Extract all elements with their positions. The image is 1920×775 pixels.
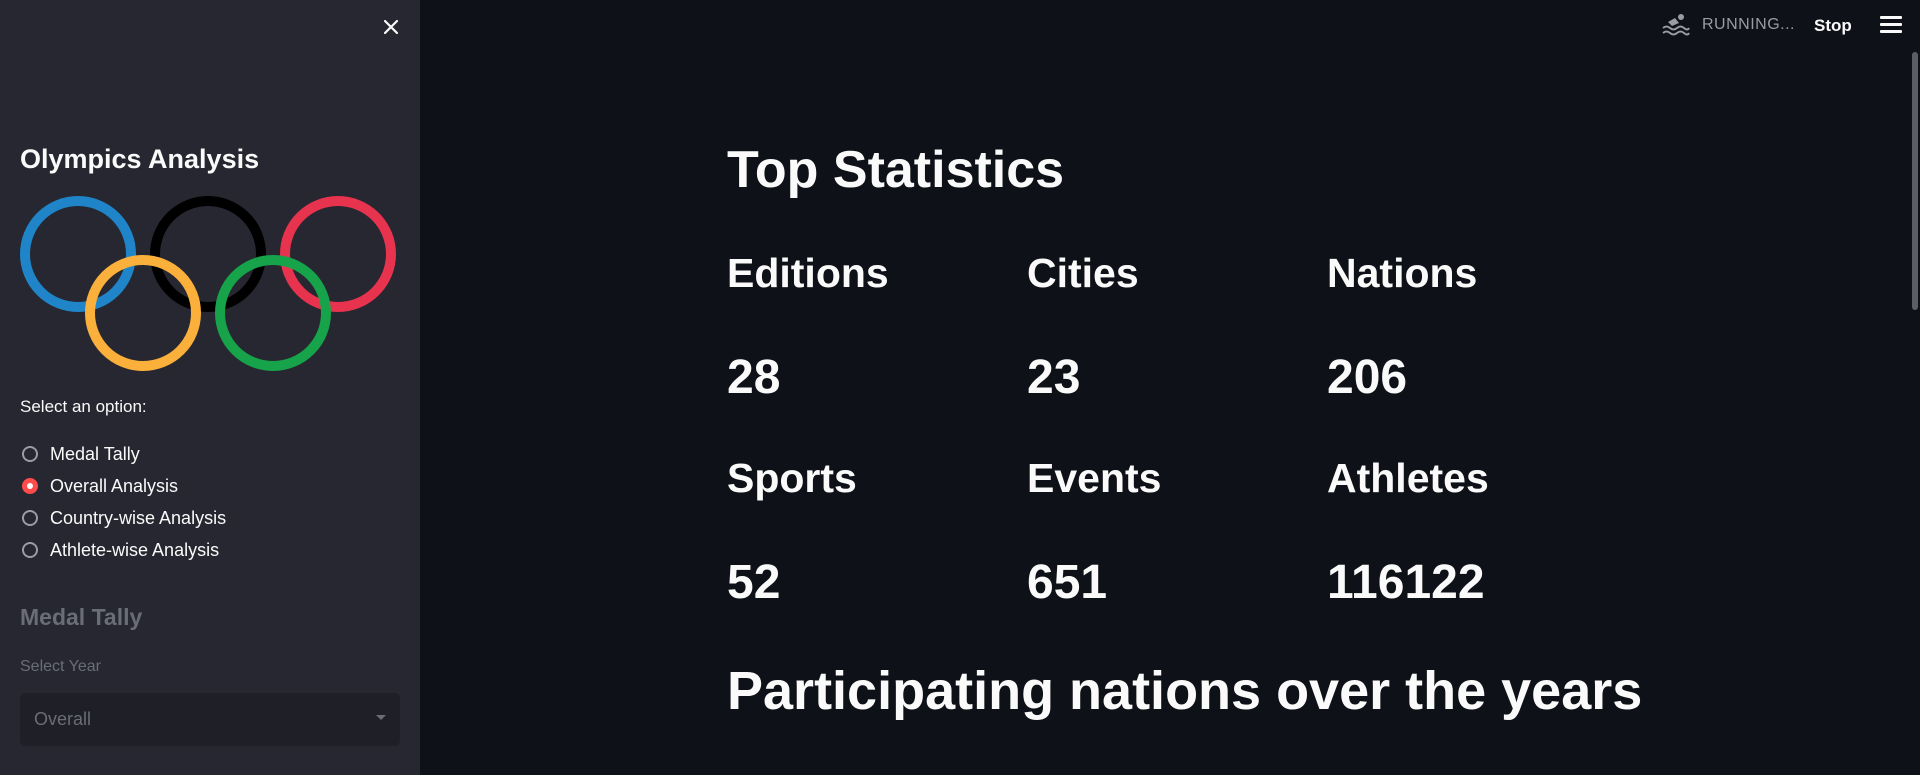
stat-value-athletes: 116122 xyxy=(1327,556,1485,609)
radio-athlete-wise-analysis[interactable]: Athlete-wise Analysis xyxy=(22,534,226,566)
radio-label: Overall Analysis xyxy=(50,475,179,496)
stat-value-nations: 206 xyxy=(1327,351,1408,404)
stat-value-cities: 23 xyxy=(1027,351,1081,404)
stat-label-nations: Nations xyxy=(1327,250,1478,296)
page-title: Top Statistics xyxy=(727,141,1065,199)
sidebar: Olympics Analysis Select an option: Meda… xyxy=(0,0,420,775)
radio-label: Country-wise Analysis xyxy=(50,507,227,528)
radio-medal-tally[interactable]: Medal Tally xyxy=(22,438,226,470)
top-toolbar: RUNNING... Stop xyxy=(420,0,1920,52)
analysis-radio-group: Medal Tally Overall Analysis Country-wis… xyxy=(22,438,226,566)
stat-value-editions: 28 xyxy=(727,351,781,404)
swimmer-icon xyxy=(1662,14,1690,36)
radio-overall-analysis[interactable]: Overall Analysis xyxy=(22,470,226,502)
radio-country-wise-analysis[interactable]: Country-wise Analysis xyxy=(22,502,226,534)
radio-circle-selected xyxy=(22,478,38,494)
radio-circle xyxy=(22,446,38,462)
scrollbar-thumb[interactable] xyxy=(1912,52,1918,310)
stat-value-events: 651 xyxy=(1027,556,1108,609)
stat-label-events: Events xyxy=(1027,455,1162,501)
radio-circle xyxy=(22,510,38,526)
stat-label-cities: Cities xyxy=(1027,250,1139,296)
stat-label-sports: Sports xyxy=(727,455,857,501)
stat-label-athletes: Athletes xyxy=(1327,455,1489,501)
select-year-dropdown[interactable]: Overall xyxy=(20,693,400,746)
stop-button[interactable]: Stop xyxy=(1814,16,1852,35)
select-year-label: Select Year xyxy=(20,658,101,675)
stat-label-editions: Editions xyxy=(727,250,889,296)
olympic-rings-logo xyxy=(20,196,396,371)
sidebar-title: Olympics Analysis xyxy=(20,144,260,174)
stat-value-sports: 52 xyxy=(727,556,781,609)
chevron-down-icon xyxy=(376,715,386,720)
select-year-value: Overall xyxy=(34,709,92,729)
participating-nations-heading: Participating nations over the years xyxy=(727,661,1643,721)
main-content: Top Statistics Editions Cities Nations 2… xyxy=(420,0,1910,775)
radio-circle xyxy=(22,542,38,558)
radio-label: Athlete-wise Analysis xyxy=(50,539,220,560)
radio-label: Medal Tally xyxy=(50,443,140,464)
menu-icon[interactable] xyxy=(1880,16,1902,36)
medal-tally-heading: Medal Tally xyxy=(20,604,143,630)
close-icon xyxy=(383,19,399,35)
close-sidebar-button[interactable] xyxy=(378,14,404,40)
running-status: RUNNING... xyxy=(1702,16,1795,33)
select-option-label: Select an option: xyxy=(20,397,147,416)
